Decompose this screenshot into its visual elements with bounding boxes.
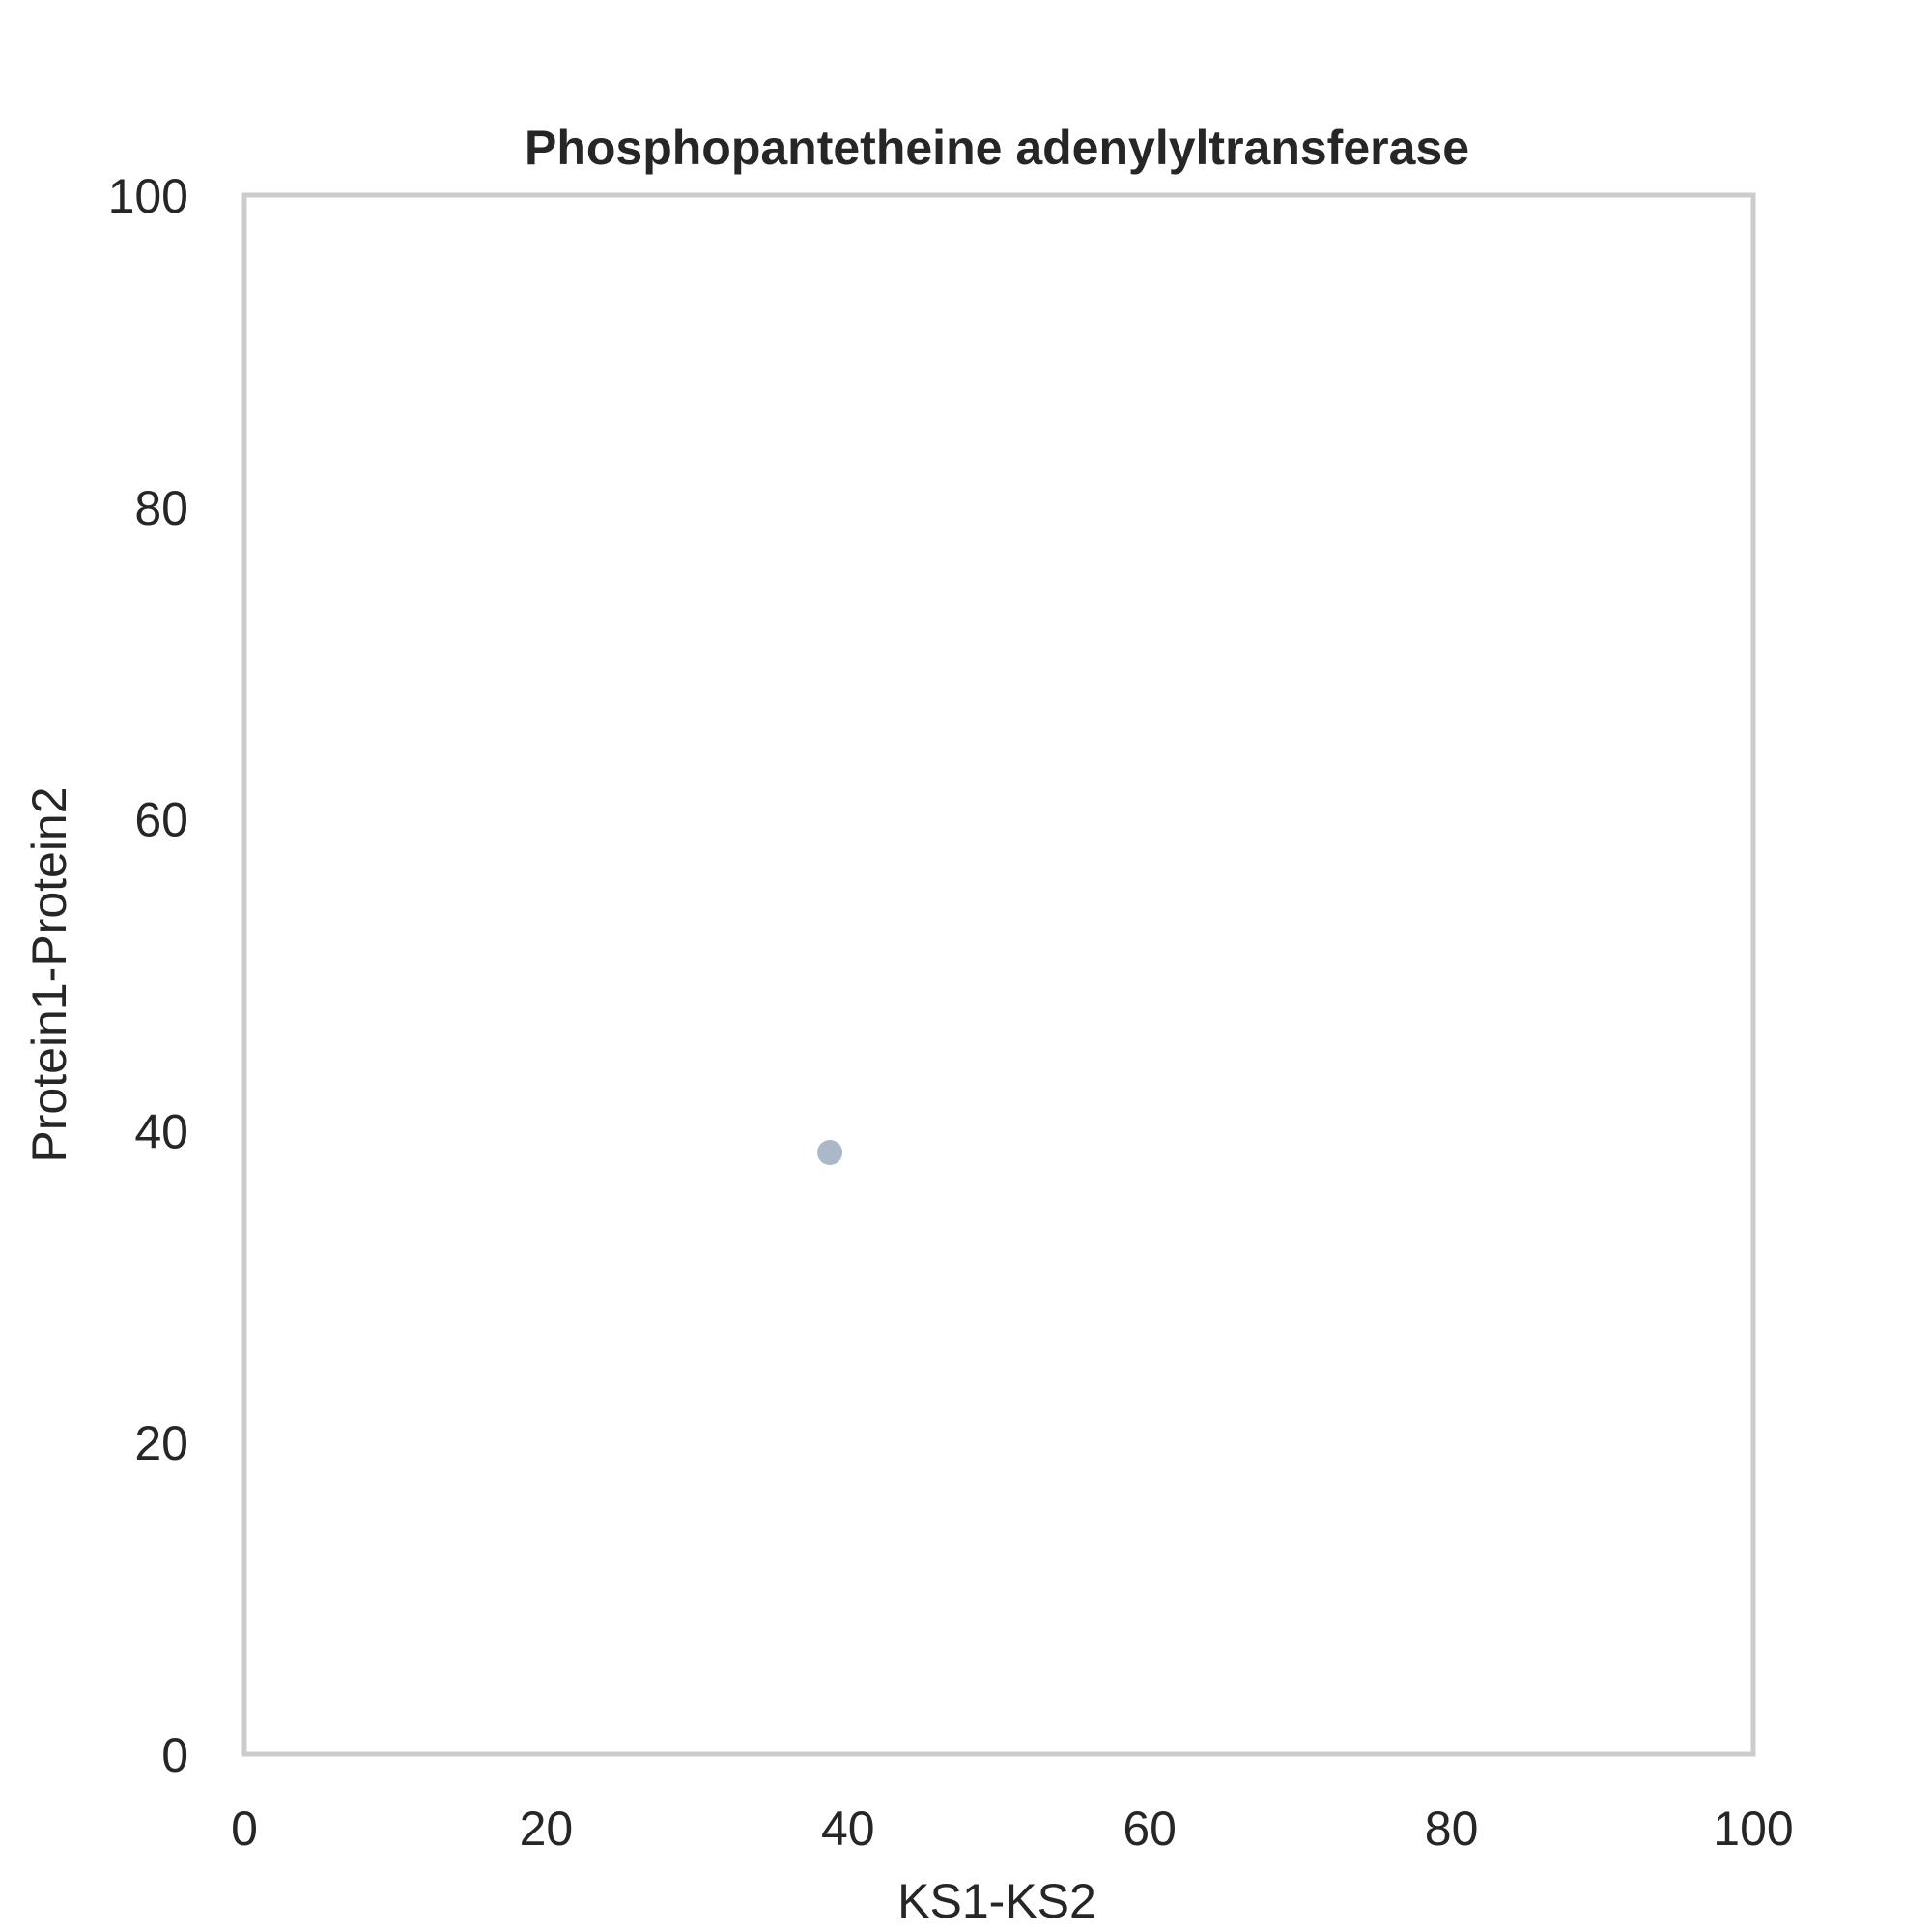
- x-tick-label: 80: [1425, 1802, 1479, 1856]
- y-tick-label: 100: [108, 169, 188, 223]
- x-tick-label: 40: [821, 1802, 875, 1856]
- x-tick-label: 20: [520, 1802, 574, 1856]
- y-tick-label: 60: [134, 793, 188, 847]
- y-tick-label: 20: [134, 1416, 188, 1470]
- y-tick-label: 80: [134, 481, 188, 535]
- x-tick-label: 0: [231, 1802, 258, 1856]
- data-points: [817, 1139, 843, 1165]
- plot-frame: [242, 192, 1756, 1757]
- y-tick-labels: 0 20 40 60 80 100: [108, 169, 188, 1782]
- x-tick-label: 60: [1122, 1802, 1177, 1856]
- x-axis-label: KS1-KS2: [897, 1874, 1096, 1928]
- y-tick-label: 40: [134, 1104, 188, 1158]
- chart-title: Phosphopantetheine adenylyltransferase: [525, 121, 1469, 175]
- data-point: [817, 1139, 843, 1165]
- x-tick-labels: 0 20 40 60 80 100: [231, 1802, 1794, 1856]
- y-tick-label: 0: [161, 1728, 188, 1782]
- y-axis-label: Protein1-Protein2: [22, 786, 76, 1162]
- x-tick-label: 100: [1713, 1802, 1793, 1856]
